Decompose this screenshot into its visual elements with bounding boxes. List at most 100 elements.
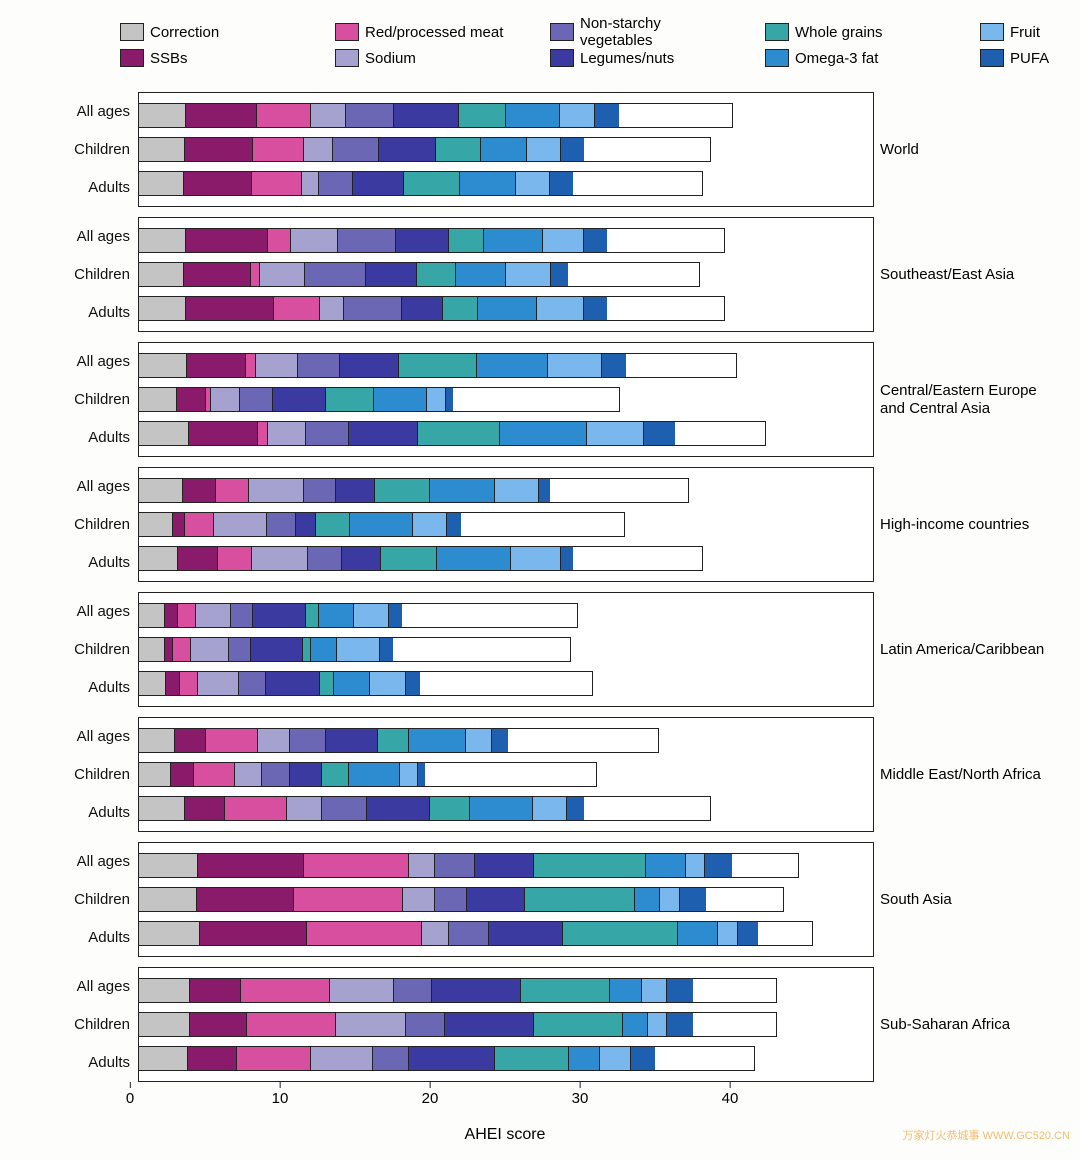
legend-swatch [980, 49, 1004, 67]
bar-segment-ssbs [165, 638, 174, 661]
bar-segment-fruit [354, 604, 389, 627]
stacked-bar [138, 353, 737, 378]
bar-segment-legumes [273, 388, 326, 411]
bar-segment-grains [378, 729, 409, 752]
stacked-bar [138, 421, 766, 446]
bar-segment-sodium [330, 979, 394, 1002]
bar-segment-omega3 [678, 922, 718, 945]
bar-segment-legumes [251, 638, 303, 661]
ylabel: Children [74, 391, 130, 408]
region-label: World [874, 92, 1055, 207]
bar-segment-omega3 [460, 172, 516, 195]
bar-segment-sodium [311, 1047, 372, 1070]
bar-segment-ssbs [189, 422, 258, 445]
bar-segment-correction [139, 604, 165, 627]
bar-segment-grains [430, 797, 470, 820]
bar-segment-legumes [290, 763, 322, 786]
bar-segment-pufa [389, 604, 402, 627]
bar-segment-pufa [447, 513, 462, 536]
bar-segment-fruit [413, 513, 447, 536]
stacked-bar [138, 728, 659, 753]
stacked-bar [138, 762, 597, 787]
bar-segment-pufa [584, 229, 607, 252]
bar-segment-omega3 [506, 104, 559, 127]
bar-segment-veg [239, 672, 266, 695]
bar-segment-veg [449, 922, 489, 945]
bar-segment-pufa [667, 1013, 692, 1036]
ylabel: Adults [88, 804, 130, 821]
bar-segment-veg [306, 422, 350, 445]
bar-segment-veg [319, 172, 353, 195]
bar-segment-veg [346, 104, 393, 127]
bar-segment-grains [521, 979, 610, 1002]
ylabel: Children [74, 1016, 130, 1033]
bar-segment-sodium [211, 388, 240, 411]
bar-segment-meat [178, 604, 196, 627]
bar-segment-ssbs [190, 979, 241, 1002]
bar-segment-grains [449, 229, 484, 252]
panel-row: All agesChildrenAdultsLatin America/Cari… [25, 592, 1055, 707]
bar-segment-ssbs [186, 297, 274, 320]
bar-segment-pufa [738, 922, 758, 945]
bar-segment-veg [240, 388, 274, 411]
bar-segment-meat [216, 479, 249, 502]
ylabel: All ages [77, 853, 130, 870]
x-tick: 40 [722, 1082, 739, 1107]
bar-segment-correction [139, 1013, 190, 1036]
bar-segment-pufa [567, 797, 584, 820]
bar-segment-sodium [302, 172, 319, 195]
bar-segment-fruit [466, 729, 492, 752]
legend-label: PUFA [1010, 50, 1049, 67]
bar-segment-grains [326, 388, 374, 411]
region-label: South Asia [874, 842, 1055, 957]
bar-segment-ssbs [187, 354, 247, 377]
legend-swatch [550, 23, 574, 41]
legend-label: Legumes/nuts [580, 50, 674, 67]
bar-segment-fruit [642, 979, 667, 1002]
bar-segment-ssbs [200, 922, 308, 945]
ylabel: All ages [77, 728, 130, 745]
bar-segment-legumes [296, 513, 315, 536]
legend-item-omega3: Omega-3 fat [765, 49, 950, 67]
bar-segment-correction [139, 797, 185, 820]
bar-segment-fruit [543, 229, 584, 252]
bar-segment-grains [316, 513, 350, 536]
bar-segment-meat [218, 547, 252, 570]
bar-segment-ssbs [185, 797, 225, 820]
bar-segment-fruit [533, 797, 567, 820]
bar-segment-meat [206, 729, 258, 752]
bar-segment-ssbs [177, 388, 206, 411]
bar-segment-sodium [258, 729, 289, 752]
bar-segment-omega3 [569, 1047, 600, 1070]
legend-swatch [120, 49, 144, 67]
bar-segment-fruit [718, 922, 738, 945]
bar-segment-veg [406, 1013, 444, 1036]
legend-item-sodium: Sodium [335, 49, 520, 67]
legend-label: Omega-3 fat [795, 50, 878, 67]
stacked-bar [138, 796, 711, 821]
bar-segment-omega3 [334, 672, 370, 695]
ylabel: Children [74, 141, 130, 158]
bar-segment-correction [139, 104, 186, 127]
bar-segment-sodium [249, 479, 304, 502]
ylabel: All ages [77, 478, 130, 495]
ylabel: Children [74, 266, 130, 283]
bar-segment-legumes [336, 479, 374, 502]
bar-segment-meat [225, 797, 288, 820]
bar-segment-sodium [403, 888, 435, 911]
bar-segment-grains [306, 604, 319, 627]
ylabel: Children [74, 516, 130, 533]
bar-segment-sodium [336, 1013, 406, 1036]
x-tick: 20 [422, 1082, 439, 1107]
bar-segment-legumes [489, 922, 563, 945]
bar-segment-veg [262, 763, 289, 786]
ylabel: All ages [77, 228, 130, 245]
region-label: Central/Eastern Europe and Central Asia [874, 342, 1055, 457]
bar-segment-sodium [409, 854, 435, 877]
bar-segment-grains [459, 104, 506, 127]
bar-segment-omega3 [470, 797, 533, 820]
region-label: Latin America/Caribbean [874, 592, 1055, 707]
panel-row: All agesChildrenAdultsCentral/Eastern Eu… [25, 342, 1055, 457]
bar-segment-ssbs [183, 479, 216, 502]
stacked-bar [138, 228, 725, 253]
